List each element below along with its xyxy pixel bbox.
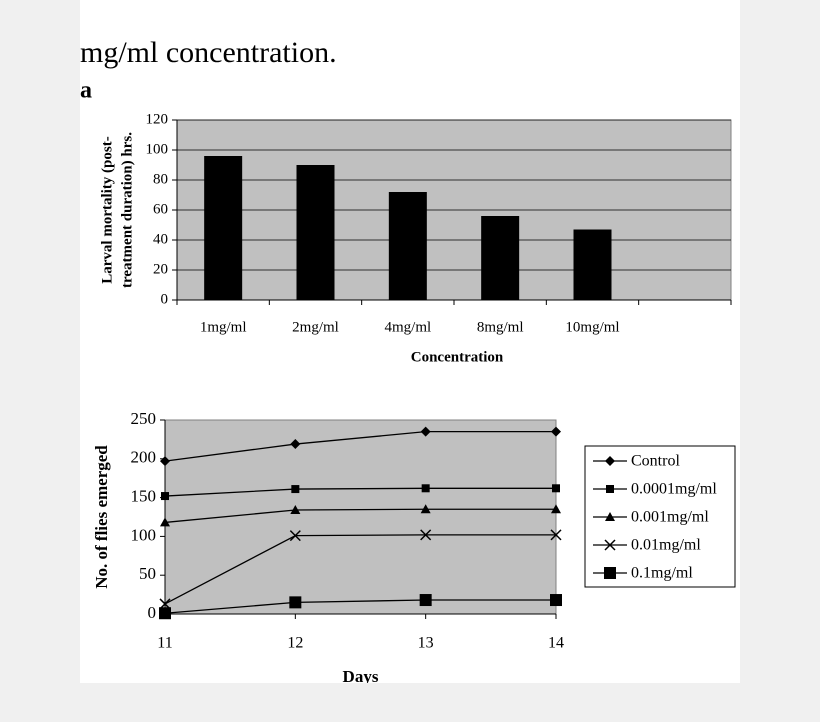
y-tick-label: 0 <box>161 291 169 307</box>
series-line <box>164 599 556 614</box>
marker <box>160 517 170 527</box>
y-axis-label: Larval mortality (post- <box>99 136 115 283</box>
marker <box>604 567 616 579</box>
marker <box>551 426 561 437</box>
x-tick-label: 13 <box>418 635 434 652</box>
bar <box>481 216 520 300</box>
y-tick-label: 250 <box>131 409 157 428</box>
series-line <box>164 487 556 497</box>
legend-label: 0.001mg/ml <box>631 509 709 526</box>
x-tick-label: 2mg/ml <box>292 319 339 335</box>
marker <box>420 504 431 514</box>
y-tick-label: 100 <box>146 141 169 157</box>
series-line <box>164 534 556 605</box>
y-tick-label: 100 <box>131 525 157 544</box>
marker <box>550 594 562 607</box>
marker <box>604 539 616 551</box>
x-tick-label: 10mg/ml <box>565 319 619 335</box>
series-line <box>164 508 556 524</box>
marker <box>551 504 561 514</box>
marker <box>605 512 615 521</box>
y-tick-label: 200 <box>131 448 157 467</box>
legend-label: Control <box>631 453 680 470</box>
x-tick-label: 1mg/ml <box>200 319 247 335</box>
x-tick-label: 8mg/ml <box>477 319 524 335</box>
bar <box>296 165 335 300</box>
marker <box>420 426 431 437</box>
y-axis-label: treatment duration) hrs. <box>119 132 135 288</box>
series-line <box>164 430 556 462</box>
y-tick-label: 50 <box>139 564 156 583</box>
marker <box>419 594 432 607</box>
marker <box>291 485 300 494</box>
y-tick-label: 40 <box>153 231 168 247</box>
marker <box>552 484 560 493</box>
y-tick-label: 60 <box>153 201 168 217</box>
y-tick-label: 0 <box>148 603 157 622</box>
x-tick-label: 11 <box>157 635 172 652</box>
y-axis-label: No. of flies emerged <box>92 445 111 589</box>
bar <box>388 192 427 300</box>
marker <box>550 529 562 541</box>
legend-label: 0.0001mg/ml <box>631 481 717 498</box>
panel-label: a <box>80 78 92 104</box>
x-tick-label: 14 <box>548 635 564 652</box>
marker <box>605 456 615 466</box>
y-tick-label: 150 <box>131 487 157 506</box>
bar <box>204 156 243 300</box>
bar <box>573 229 612 300</box>
heading: mg/ml concentration. <box>80 36 337 69</box>
marker <box>290 505 301 515</box>
chart-a: a 0 20 40 60 80 100 120 1mg/ml 2mg/ml 4mg/ml 8mg/ml… <box>80 78 740 370</box>
marker <box>159 607 171 620</box>
y-tick-label: 20 <box>153 261 168 277</box>
legend-label: 0.01mg/ml <box>631 537 701 554</box>
marker <box>606 485 614 493</box>
marker <box>160 456 170 467</box>
marker <box>289 530 301 542</box>
x-tick-label: 4mg/ml <box>384 319 431 335</box>
marker <box>421 484 430 493</box>
marker <box>161 492 169 501</box>
x-axis-label: Concentration <box>411 349 504 365</box>
chart-b: b05010015020025011121314Control0.0001mg/… <box>80 404 740 686</box>
x-tick-label: 12 <box>287 635 303 652</box>
marker <box>289 596 302 609</box>
marker <box>420 529 432 541</box>
legend-label: 0.1mg/ml <box>631 565 693 582</box>
marker <box>290 439 301 450</box>
y-tick-label: 80 <box>153 171 168 187</box>
y-tick-label: 120 <box>146 111 169 127</box>
x-axis-label: Days <box>343 667 379 686</box>
